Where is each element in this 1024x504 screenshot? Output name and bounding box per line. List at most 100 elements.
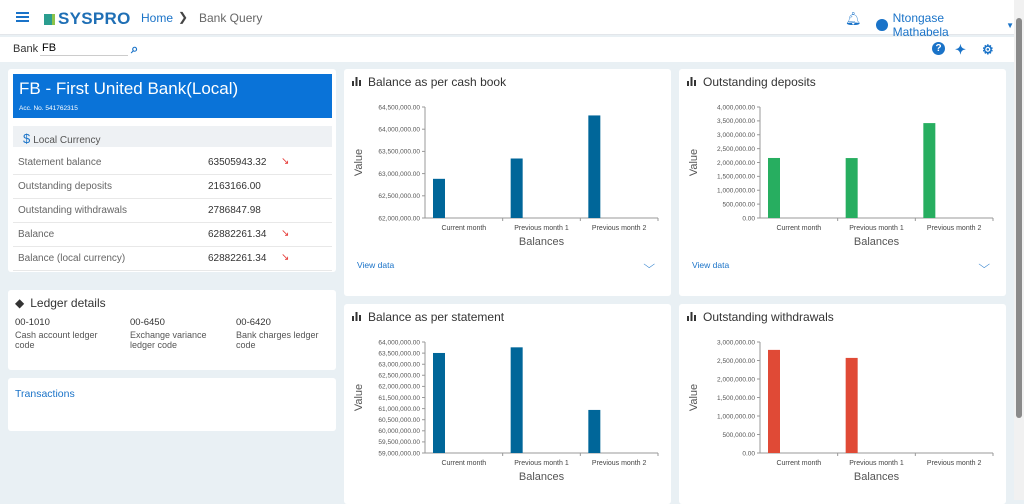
y-tick-label: 3,500,000.00: [717, 118, 755, 125]
bar: [433, 352, 445, 453]
balance-value: 2163166.00: [208, 181, 261, 192]
balance-value: 62882261.34: [208, 253, 267, 264]
currency-section: $ Local Currency: [13, 126, 332, 147]
y-tick-label: 1,000,000.00: [717, 413, 755, 420]
bank-input[interactable]: [40, 40, 128, 56]
x-tick-label: Previous month 1: [849, 225, 904, 232]
view-data-link[interactable]: View data: [357, 260, 395, 270]
chevron-down-icon[interactable]: ⌵: [643, 259, 656, 271]
x-tick-label: Previous month 2: [592, 225, 647, 232]
bar: [433, 178, 445, 218]
bank-label: Bank: [13, 43, 39, 55]
y-tick-label: 0.00: [742, 450, 755, 457]
search-icon[interactable]: ⌕: [131, 41, 139, 56]
bar-chart-icon: [687, 77, 696, 86]
scrollbar-thumb[interactable]: [1016, 18, 1022, 418]
balance-label: Outstanding deposits: [18, 181, 112, 192]
ledger-title: ◆ Ledger details: [15, 296, 106, 310]
x-tick-label: Previous month 1: [514, 225, 569, 232]
bell-icon[interactable]: 🔔︎: [845, 11, 862, 26]
x-tick-label: Previous month 1: [514, 460, 569, 467]
user-menu[interactable]: Ntongase Mathabela ▼: [876, 11, 1014, 39]
chart-title: Balance as per statement: [368, 310, 505, 324]
chevron-down-icon[interactable]: ⌵: [978, 259, 991, 271]
help-icon[interactable]: ?: [932, 42, 945, 55]
balance-value: 62882261.34: [208, 229, 267, 240]
bar-chart-icon: [352, 77, 361, 86]
chart-card: Balance as per statement 59,000,000.00 59,…: [344, 304, 671, 504]
x-tick-label: Current month: [441, 460, 486, 467]
chart-title: Outstanding deposits: [703, 75, 816, 89]
y-tick-label: 1,500,000.00: [717, 174, 755, 181]
y-tick-label: 500,000.00: [722, 201, 755, 208]
breadcrumb-current: Bank Query: [199, 11, 263, 25]
bank-summary-card: FB - First United Bank(Local) Acc. No. 5…: [8, 69, 336, 272]
y-tick-label: 500,000.00: [722, 432, 755, 439]
trend-down-icon: ↘︎: [281, 228, 290, 239]
bar: [845, 158, 858, 218]
y-tick-label: 64,500,000.00: [378, 104, 420, 111]
currency-label: Local Currency: [33, 135, 101, 146]
bar-chart-icon: [352, 312, 361, 321]
page-scrollbar[interactable]: [1014, 0, 1024, 500]
x-tick-label: Previous month 1: [849, 460, 904, 467]
y-tick-label: 1,500,000.00: [717, 395, 755, 402]
chart-title: Outstanding withdrawals: [703, 310, 834, 324]
account-number: Acc. No. 541762315: [19, 105, 78, 112]
y-tick-label: 2,500,000.00: [717, 358, 755, 365]
user-name: Ntongase Mathabela: [892, 11, 949, 39]
logo-mark-icon: [44, 13, 55, 25]
y-axis-label: Value: [688, 149, 700, 176]
chart-card: Outstanding withdrawals 0.00 500,000.00 1,0…: [679, 304, 1006, 504]
transactions-link[interactable]: Transactions: [15, 388, 75, 400]
ledger-code: 00-6420: [236, 317, 271, 328]
ledger-title-text: Ledger details: [30, 296, 106, 310]
layers-icon: ◆: [15, 296, 25, 310]
sparkle-icon[interactable]: ✦: [955, 42, 966, 57]
y-tick-label: 61,000,000.00: [378, 406, 420, 413]
breadcrumb-home[interactable]: Home: [141, 11, 174, 25]
y-tick-label: 63,000,000.00: [378, 171, 420, 178]
bar: [923, 123, 936, 218]
bank-header: FB - First United Bank(Local) Acc. No. 5…: [13, 74, 332, 118]
x-axis-label: Balances: [854, 471, 900, 483]
balance-value: 2786847.98: [208, 205, 261, 216]
chart-card: Outstanding deposits View data ⌵ 0.00 500,00…: [679, 69, 1006, 296]
transactions-card: Transactions: [8, 378, 336, 431]
x-tick-label: Previous month 2: [927, 460, 982, 467]
x-tick-label: Current month: [776, 225, 821, 232]
y-tick-label: 4,000,000.00: [717, 104, 755, 111]
y-axis-label: Value: [688, 384, 700, 411]
caret-down-icon: ▼: [1006, 20, 1014, 30]
y-axis-label: Value: [353, 384, 365, 411]
bank-search-bar: Bank ⌕ ? ✦ ⚙: [0, 37, 1014, 62]
y-tick-label: 60,500,000.00: [378, 417, 420, 424]
view-data-link[interactable]: View data: [692, 260, 730, 270]
x-tick-label: Previous month 2: [927, 225, 982, 232]
y-tick-label: 2,000,000.00: [717, 376, 755, 383]
gear-icon[interactable]: ⚙: [982, 42, 994, 57]
y-tick-label: 0.00: [742, 215, 755, 222]
balance-label: Statement balance: [18, 157, 102, 168]
syspro-logo[interactable]: SYSPRO: [44, 9, 131, 29]
hamburger-menu-icon[interactable]: [16, 12, 29, 22]
y-tick-label: 64,000,000.00: [378, 339, 420, 346]
bar-chart: 62,000,000.00 62,500,000.00 63,000,000.00 6…: [353, 104, 659, 248]
trend-down-icon: ↘︎: [281, 156, 290, 167]
y-axis-label: Value: [353, 149, 365, 176]
bar-chart-icon: [687, 312, 696, 321]
y-tick-label: 62,500,000.00: [378, 373, 420, 380]
ledger-code: 00-1010: [15, 317, 50, 328]
y-tick-label: 63,500,000.00: [378, 350, 420, 357]
dollar-icon: $: [23, 131, 31, 146]
y-tick-label: 1,000,000.00: [717, 188, 755, 195]
balance-label: Balance: [18, 229, 55, 240]
y-tick-label: 61,500,000.00: [378, 395, 420, 402]
balance-value: 63505943.32: [208, 157, 267, 168]
balance-row: Outstanding deposits 2163166.00: [13, 175, 332, 199]
balance-row: Outstanding withdrawals 2786847.98: [13, 199, 332, 223]
bank-title: FB - First United Bank(Local): [19, 79, 239, 98]
y-tick-label: 3,000,000.00: [717, 132, 755, 139]
y-tick-label: 62,000,000.00: [378, 215, 420, 222]
x-tick-label: Current month: [776, 460, 821, 467]
